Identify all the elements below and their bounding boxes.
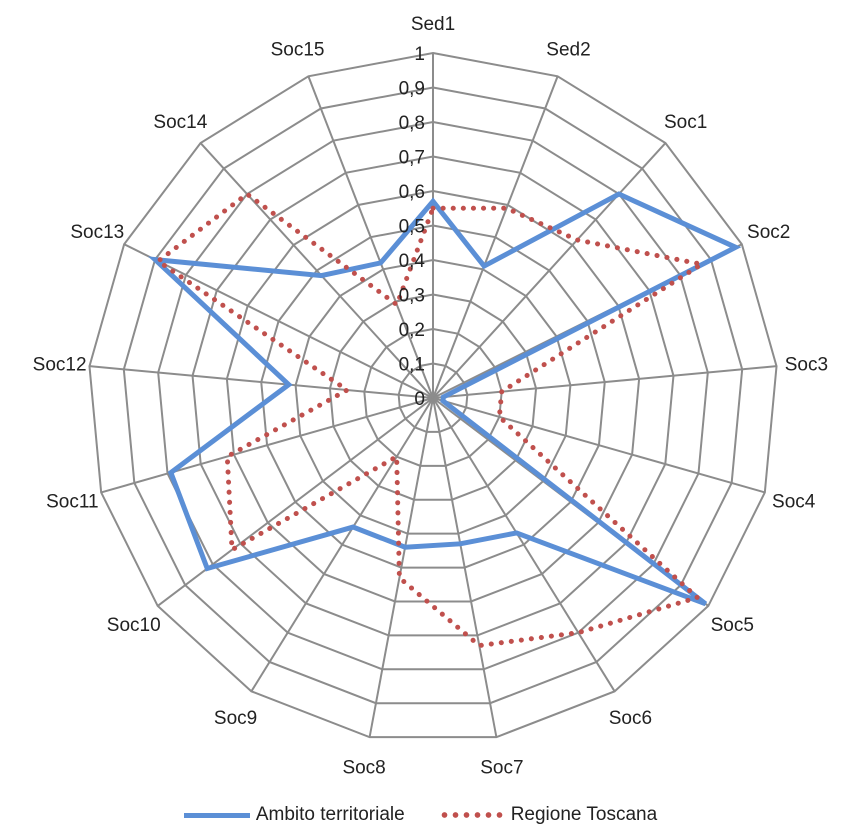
tick-label: 0,9 <box>399 79 425 100</box>
series-line-ambito <box>147 191 742 607</box>
grid-ring <box>260 224 606 569</box>
tick-label: 0,5 <box>399 217 425 238</box>
grid-spoke <box>368 397 434 738</box>
category-label: Soc14 <box>153 112 207 133</box>
grid-spoke <box>250 397 434 692</box>
category-label: Soc11 <box>46 492 98 513</box>
category-label: Sed2 <box>546 39 590 60</box>
chart-legend: Ambito territoriale Regione Toscana <box>0 800 841 830</box>
category-label: Soc5 <box>711 615 754 636</box>
category-label: Soc4 <box>772 492 816 513</box>
grid-spoke <box>432 75 559 399</box>
category-label: Sed1 <box>411 14 455 35</box>
category-label: Soc8 <box>342 758 385 779</box>
category-label: Soc7 <box>480 758 523 779</box>
grid-spoke <box>89 365 434 399</box>
tick-label: 0,1 <box>399 355 425 376</box>
grid-spoke <box>157 397 434 607</box>
grid-spoke <box>432 397 498 738</box>
grid-ring <box>363 327 503 467</box>
tick-label: 0,6 <box>399 182 425 203</box>
category-label: Soc9 <box>214 708 257 729</box>
category-label: Soc1 <box>664 112 707 133</box>
category-label: Soc13 <box>70 222 124 243</box>
legend-swatch-regione <box>438 812 505 818</box>
category-label: Soc3 <box>785 354 828 375</box>
category-label: Soc10 <box>107 615 161 636</box>
grid-spoke <box>432 365 777 399</box>
legend-swatch-ambito <box>183 812 250 818</box>
grid-spoke <box>432 142 667 399</box>
tick-label: 0,4 <box>399 251 426 272</box>
grid-ring <box>122 86 744 705</box>
category-label: Soc6 <box>609 708 652 729</box>
tick-label: 0,7 <box>399 148 425 169</box>
category-label: Soc12 <box>33 354 87 375</box>
legend-item-ambito: Ambito territoriale <box>183 804 405 826</box>
legend-label-ambito: Ambito territoriale <box>255 804 405 825</box>
tick-label: 0,8 <box>399 113 425 134</box>
grid-spoke <box>199 142 434 399</box>
grid-spoke <box>123 243 434 399</box>
grid-ring <box>191 155 675 637</box>
grid-spoke <box>100 397 434 494</box>
grid-spoke <box>432 397 766 494</box>
grid-ring <box>225 189 641 603</box>
tick-label: 1 <box>414 44 425 65</box>
category-label: Soc2 <box>747 222 790 243</box>
tick-label: 0,3 <box>399 286 425 307</box>
grid-ring <box>397 362 469 433</box>
grid-ring <box>294 258 572 535</box>
grid-spoke <box>307 75 434 399</box>
grid-ring <box>328 293 538 501</box>
legend-item-regione: Regione Toscana <box>438 804 658 826</box>
tick-label: 0,2 <box>399 320 425 341</box>
grid-ring <box>88 51 778 739</box>
tick-label: 0 <box>414 389 425 410</box>
grid-spoke <box>432 397 616 692</box>
legend-label-regione: Regione Toscana <box>510 804 658 825</box>
category-label: Soc15 <box>271 39 325 60</box>
